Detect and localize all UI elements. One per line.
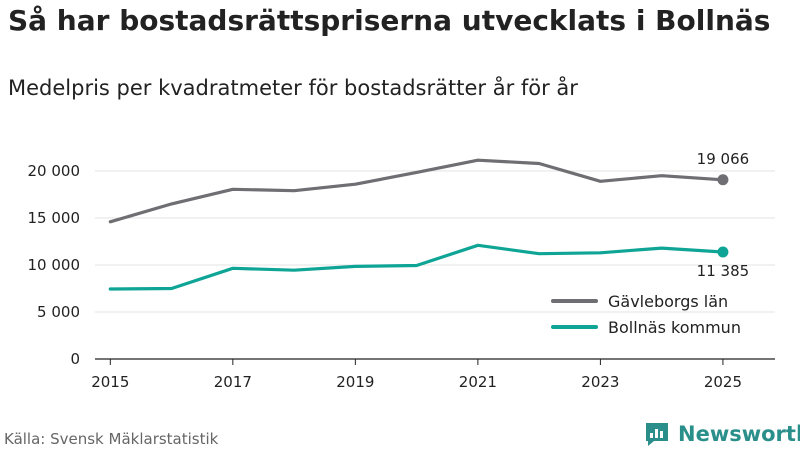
brand-logo: Newsworthy	[644, 420, 800, 448]
legend-label: Bollnäs kommun	[608, 318, 741, 337]
legend: Gävleborgs län Bollnäs kommun	[551, 292, 741, 337]
series-end-point	[717, 246, 729, 258]
y-tick-label: 15 000	[28, 209, 81, 227]
chart-title: Så har bostadsrättspriserna utvecklats i…	[8, 4, 771, 37]
legend-label: Gävleborgs län	[608, 292, 728, 311]
series-line-gavleborgs-lan	[108, 158, 725, 224]
series-line-bollnas-kommun	[108, 243, 725, 291]
newsworthy-logo-icon	[646, 423, 668, 446]
brand-name: Newsworthy	[678, 422, 800, 446]
series-end-label: 11 385	[697, 262, 750, 280]
x-tick-label: 2021	[459, 373, 497, 391]
grid-lines	[95, 170, 775, 313]
y-tick-label: 20 000	[28, 162, 81, 180]
y-tick-label: 10 000	[28, 256, 81, 274]
source-note: Källa: Svensk Mäklarstatistik	[4, 430, 219, 448]
x-tick-label: 2019	[336, 373, 374, 391]
series-end-label: 19 066	[697, 150, 750, 168]
x-tick-label: 2023	[581, 373, 619, 391]
x-tick-label: 2015	[91, 373, 129, 391]
x-tick-label: 2017	[214, 373, 252, 391]
chart-subtitle: Medelpris per kvadratmeter för bostadsrä…	[8, 76, 578, 100]
y-tick-label: 0	[70, 350, 80, 368]
series-end-point	[717, 174, 729, 186]
y-tick-label: 5 000	[37, 303, 80, 321]
x-tick-label: 2025	[704, 373, 742, 391]
series-lines: 19 066 11 385	[108, 150, 750, 291]
line-chart: 0 5 000 10 000 15 000 20 000 2015 2017 2019 2021…	[28, 150, 775, 391]
axes: 0 5 000 10 000 15 000 20 000 2015 2017 2019 2021…	[28, 162, 775, 391]
